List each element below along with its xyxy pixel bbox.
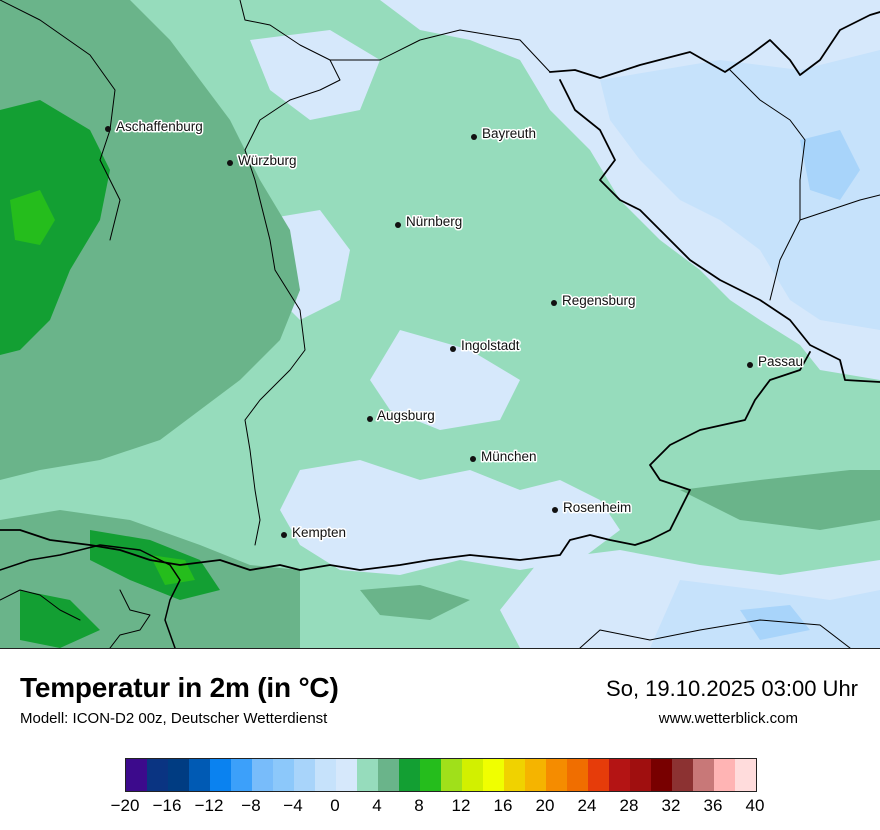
legend-swatch [588, 759, 609, 791]
border-sw-local [0, 589, 81, 621]
valid-time: So, 19.10.2025 03:00 Uhr [606, 676, 858, 701]
city-dot-muenchen [470, 456, 476, 462]
website-link[interactable]: www.wetterblick.com [658, 710, 798, 727]
legend-swatch [189, 759, 210, 791]
city-dot-bayreuth [471, 134, 477, 140]
legend-tick-labels: −20 −16 −12 −8 −4 0 4 8 12 16 20 24 28 32 36 40 [111, 796, 765, 816]
border-cz-regions [729, 69, 806, 301]
city-label-muenchen: München [481, 449, 537, 464]
city-markers: Aschaffenburg Würzburg Bayreuth Nürnberg… [105, 118, 805, 542]
legend-tick-label: 40 [745, 796, 765, 815]
city-dot-rosenheim [552, 507, 558, 513]
city-label-aschaffenburg: Aschaffenburg [116, 119, 203, 134]
city-dot-kempten [281, 532, 287, 538]
model-source: Modell: ICON-D2 00z, Deutscher Wetterdie… [20, 710, 328, 727]
borders [0, 0, 880, 648]
state-border-bw [239, 0, 341, 546]
legend-swatch [336, 759, 357, 791]
legend-swatch [651, 759, 672, 791]
legend-swatch [525, 759, 546, 791]
legend-swatch [441, 759, 462, 791]
legend-swatch [294, 759, 315, 791]
legend-swatch [567, 759, 588, 791]
city-label-ingolstadt: Ingolstadt [461, 338, 520, 353]
legend-swatch [315, 759, 336, 791]
legend-tick-label: −12 [194, 796, 224, 815]
city-dot-ingolstadt [450, 346, 456, 352]
city-label-passau: Passau [758, 354, 803, 369]
legend-tick-label: 8 [414, 796, 424, 815]
national-border-de-at [0, 351, 811, 571]
border-cz-east [799, 194, 880, 221]
city-dot-wuerzburg [227, 160, 233, 166]
city-label-wuerzburg: Würzburg [238, 153, 297, 168]
legend-swatch [252, 759, 273, 791]
legend-swatch [462, 759, 483, 791]
legend-swatch [735, 759, 756, 791]
color-legend [125, 758, 757, 792]
city-dot-passau [747, 362, 753, 368]
city-label-kempten: Kempten [292, 525, 346, 540]
legend-tick-label: −20 [110, 796, 140, 815]
city-label-nuernberg: Nürnberg [406, 214, 462, 229]
legend-swatch [399, 759, 420, 791]
legend-tick-label: 0 [330, 796, 340, 815]
legend-swatch [273, 759, 294, 791]
legend-tick-label: 36 [703, 796, 723, 815]
legend-swatch [714, 759, 735, 791]
legend-tick-label: 28 [619, 796, 639, 815]
city-label-rosenheim: Rosenheim [563, 500, 631, 515]
border-at-alps [579, 619, 851, 648]
legend-swatch [420, 759, 441, 791]
legend-swatch [378, 759, 399, 791]
state-border-hessen [0, 0, 121, 241]
city-dot-augsburg [367, 416, 373, 422]
legend-swatch [504, 759, 525, 791]
city-label-bayreuth: Bayreuth [482, 126, 536, 141]
legend-swatch [168, 759, 189, 791]
legend-swatch [126, 759, 147, 791]
city-label-augsburg: Augsburg [377, 408, 435, 423]
border-south-local [109, 589, 151, 648]
legend-swatch [546, 759, 567, 791]
temperature-map: Aschaffenburg Würzburg Bayreuth Nürnberg… [0, 0, 880, 649]
national-border-de-cz [549, 11, 880, 79]
national-border-ch [0, 544, 181, 648]
city-dot-regensburg [551, 300, 557, 306]
field-below-zero-areas [600, 50, 880, 648]
legend-swatch [483, 759, 504, 791]
legend-tick-label: −4 [283, 796, 303, 815]
city-dot-nuernberg [395, 222, 401, 228]
map-canvas: Aschaffenburg Würzburg Bayreuth Nürnberg… [0, 0, 880, 648]
legend-tick-label: 24 [577, 796, 597, 815]
legend-swatch [231, 759, 252, 791]
legend-swatch [630, 759, 651, 791]
legend-tick-label: 16 [493, 796, 513, 815]
state-border-thuringia [329, 29, 551, 73]
legend-tick-label: −8 [241, 796, 261, 815]
legend-swatch [672, 759, 693, 791]
legend-swatch [357, 759, 378, 791]
national-border-de-cz-south [559, 79, 880, 383]
legend-tick-label: 12 [451, 796, 471, 815]
legend-tick-label: −16 [152, 796, 182, 815]
city-dot-aschaffenburg [105, 126, 111, 132]
legend-swatch [693, 759, 714, 791]
legend-tick-label: 32 [661, 796, 681, 815]
legend-tick-label: 20 [535, 796, 555, 815]
city-label-regensburg: Regensburg [562, 293, 636, 308]
legend-tick-label: 4 [372, 796, 382, 815]
legend-swatch [147, 759, 168, 791]
legend-swatch [210, 759, 231, 791]
map-title: Temperatur in 2m (in °C) [20, 672, 339, 703]
legend-swatch [609, 759, 630, 791]
